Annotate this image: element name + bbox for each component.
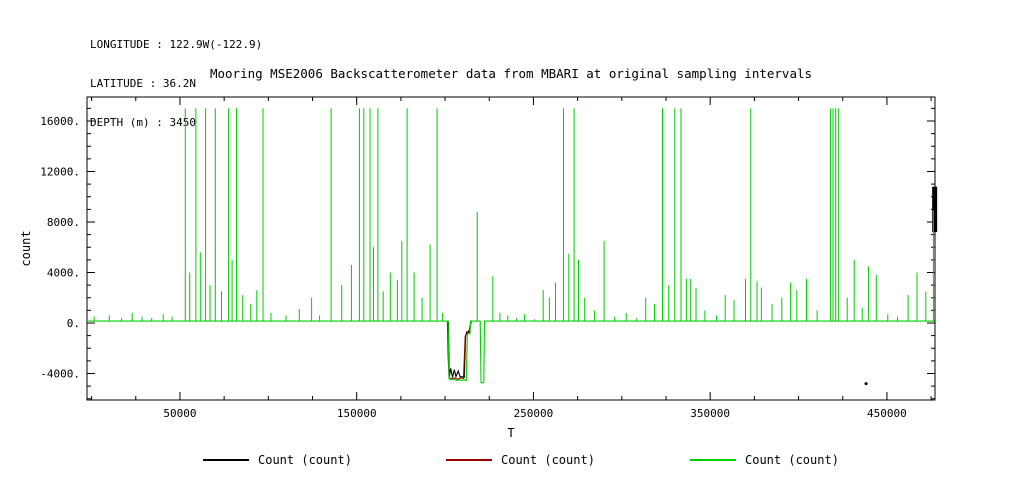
svg-text:250000: 250000	[514, 407, 554, 420]
station-latitude: LATITUDE : 36.2N	[90, 77, 196, 90]
legend-line-swatch-red	[446, 459, 492, 461]
svg-text:T: T	[507, 426, 514, 440]
svg-text:350000: 350000	[690, 407, 730, 420]
station-info-block: LONGITUDE : 122.9W(-122.9) LATITUDE : 36…	[90, 12, 262, 142]
legend-item-red: Count (count)	[446, 452, 595, 468]
svg-text:8000.: 8000.	[47, 216, 80, 229]
legend-label-green: Count (count)	[745, 453, 839, 467]
svg-text:150000: 150000	[337, 407, 377, 420]
legend-label-black: Count (count)	[258, 453, 352, 467]
legend-item-black: Count (count)	[203, 452, 352, 468]
svg-text:16000.: 16000.	[40, 115, 80, 128]
legend-line-swatch-black	[203, 459, 249, 461]
svg-text:count: count	[19, 230, 33, 266]
station-longitude: LONGITUDE : 122.9W(-122.9)	[90, 38, 263, 51]
svg-text:50000: 50000	[163, 407, 196, 420]
svg-text:-4000.: -4000.	[40, 367, 80, 380]
station-depth: DEPTH (m) : 3450	[90, 116, 196, 129]
chart-title: Mooring MSE2006 Backscatterometer data f…	[209, 66, 813, 81]
svg-text:450000: 450000	[867, 407, 907, 420]
svg-text:12000.: 12000.	[40, 165, 80, 178]
svg-text:4000.: 4000.	[47, 266, 80, 279]
legend-item-green: Count (count)	[690, 452, 839, 468]
legend-line-swatch-green	[690, 459, 736, 461]
svg-text:0.: 0.	[67, 317, 80, 330]
legend-label-red: Count (count)	[501, 453, 595, 467]
